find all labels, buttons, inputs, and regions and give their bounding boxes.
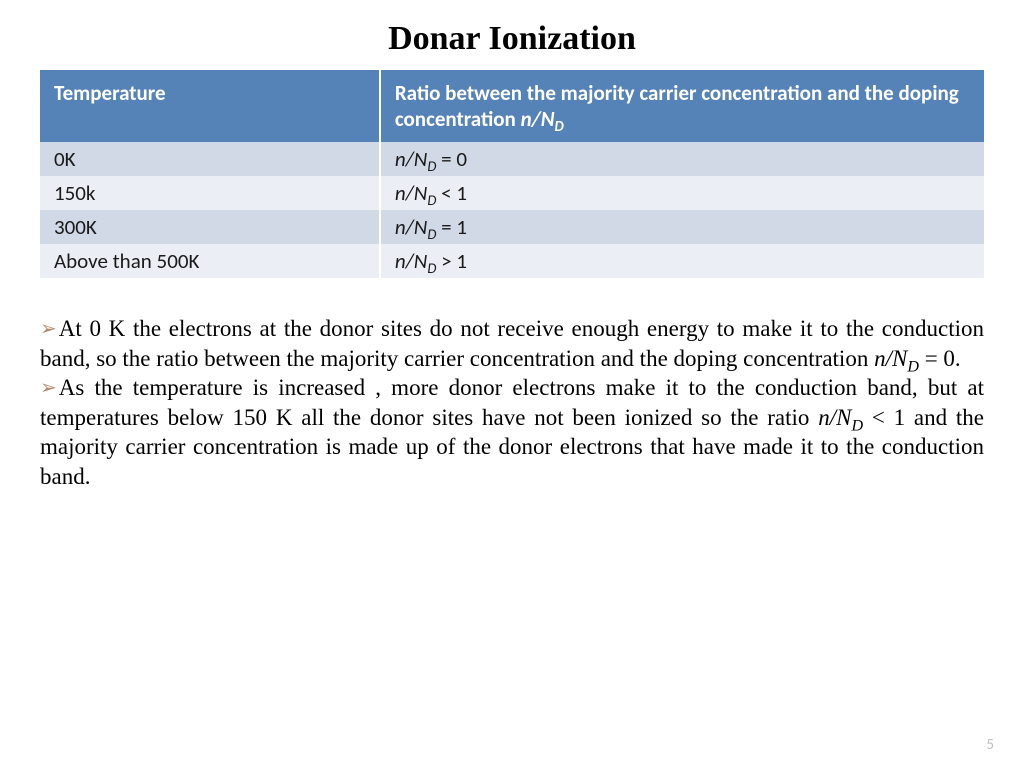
th-ratio: Ratio between the majority carrier conce… [380,70,984,142]
cell-ratio: n/ND > 1 [380,244,984,278]
table-row: Above than 500K n/ND > 1 [40,244,984,278]
bullet-text: At 0 K the electrons at the donor sites … [40,316,984,371]
bullet-arrow-icon: ➢ [40,376,57,402]
table-row: 150k n/ND < 1 [40,176,984,210]
bullet-arrow-icon: ➢ [40,317,57,343]
table-row: 300K n/ND = 1 [40,210,984,244]
page-title: Donar Ionization [40,20,984,58]
bullet-list: ➢At 0 K the electrons at the donor sites… [40,314,984,491]
bullet-item: ➢As the temperature is increased , more … [40,373,984,491]
bullet-item: ➢At 0 K the electrons at the donor sites… [40,314,984,373]
cell-temperature: 150k [40,176,380,210]
th-temperature: Temperature [40,70,380,142]
bullet-text: As the temperature is increased , more d… [40,375,984,488]
cell-temperature: Above than 500K [40,244,380,278]
cell-ratio: n/ND < 1 [380,176,984,210]
table-row: 0K n/ND = 0 [40,142,984,176]
cell-ratio: n/ND = 1 [380,210,984,244]
page-number: 5 [986,736,994,754]
cell-temperature: 300K [40,210,380,244]
ionization-table: Temperature Ratio between the majority c… [40,70,984,278]
cell-ratio: n/ND = 0 [380,142,984,176]
cell-temperature: 0K [40,142,380,176]
